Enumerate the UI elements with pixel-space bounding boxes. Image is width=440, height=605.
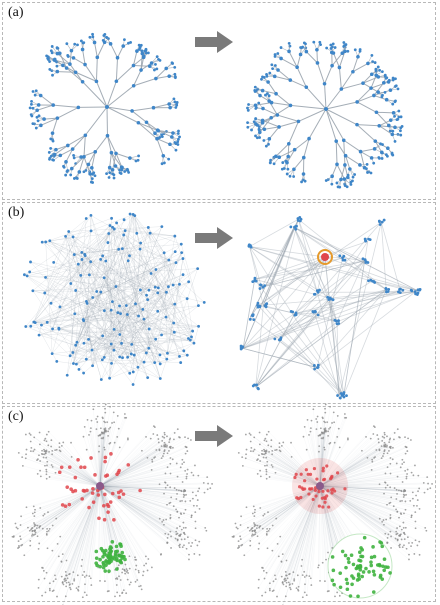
right-arrow-icon <box>195 425 233 447</box>
clustered-network-after <box>239 215 422 400</box>
panel-label-a: (a) <box>8 5 24 20</box>
panel-a: (a) <box>2 2 436 200</box>
colored-network-after <box>231 403 433 605</box>
right-arrow-icon <box>195 31 233 53</box>
tree-network-before <box>28 32 181 184</box>
tree-network-after <box>246 40 404 189</box>
panel-label-c: (c) <box>8 409 24 424</box>
panel-label-b: (b) <box>8 205 25 220</box>
dense-network-before <box>23 212 206 386</box>
colored-network-before <box>11 403 213 605</box>
panel-b: (b) <box>2 202 436 404</box>
panel-c: (c) <box>2 403 436 605</box>
right-arrow-icon <box>195 227 233 249</box>
